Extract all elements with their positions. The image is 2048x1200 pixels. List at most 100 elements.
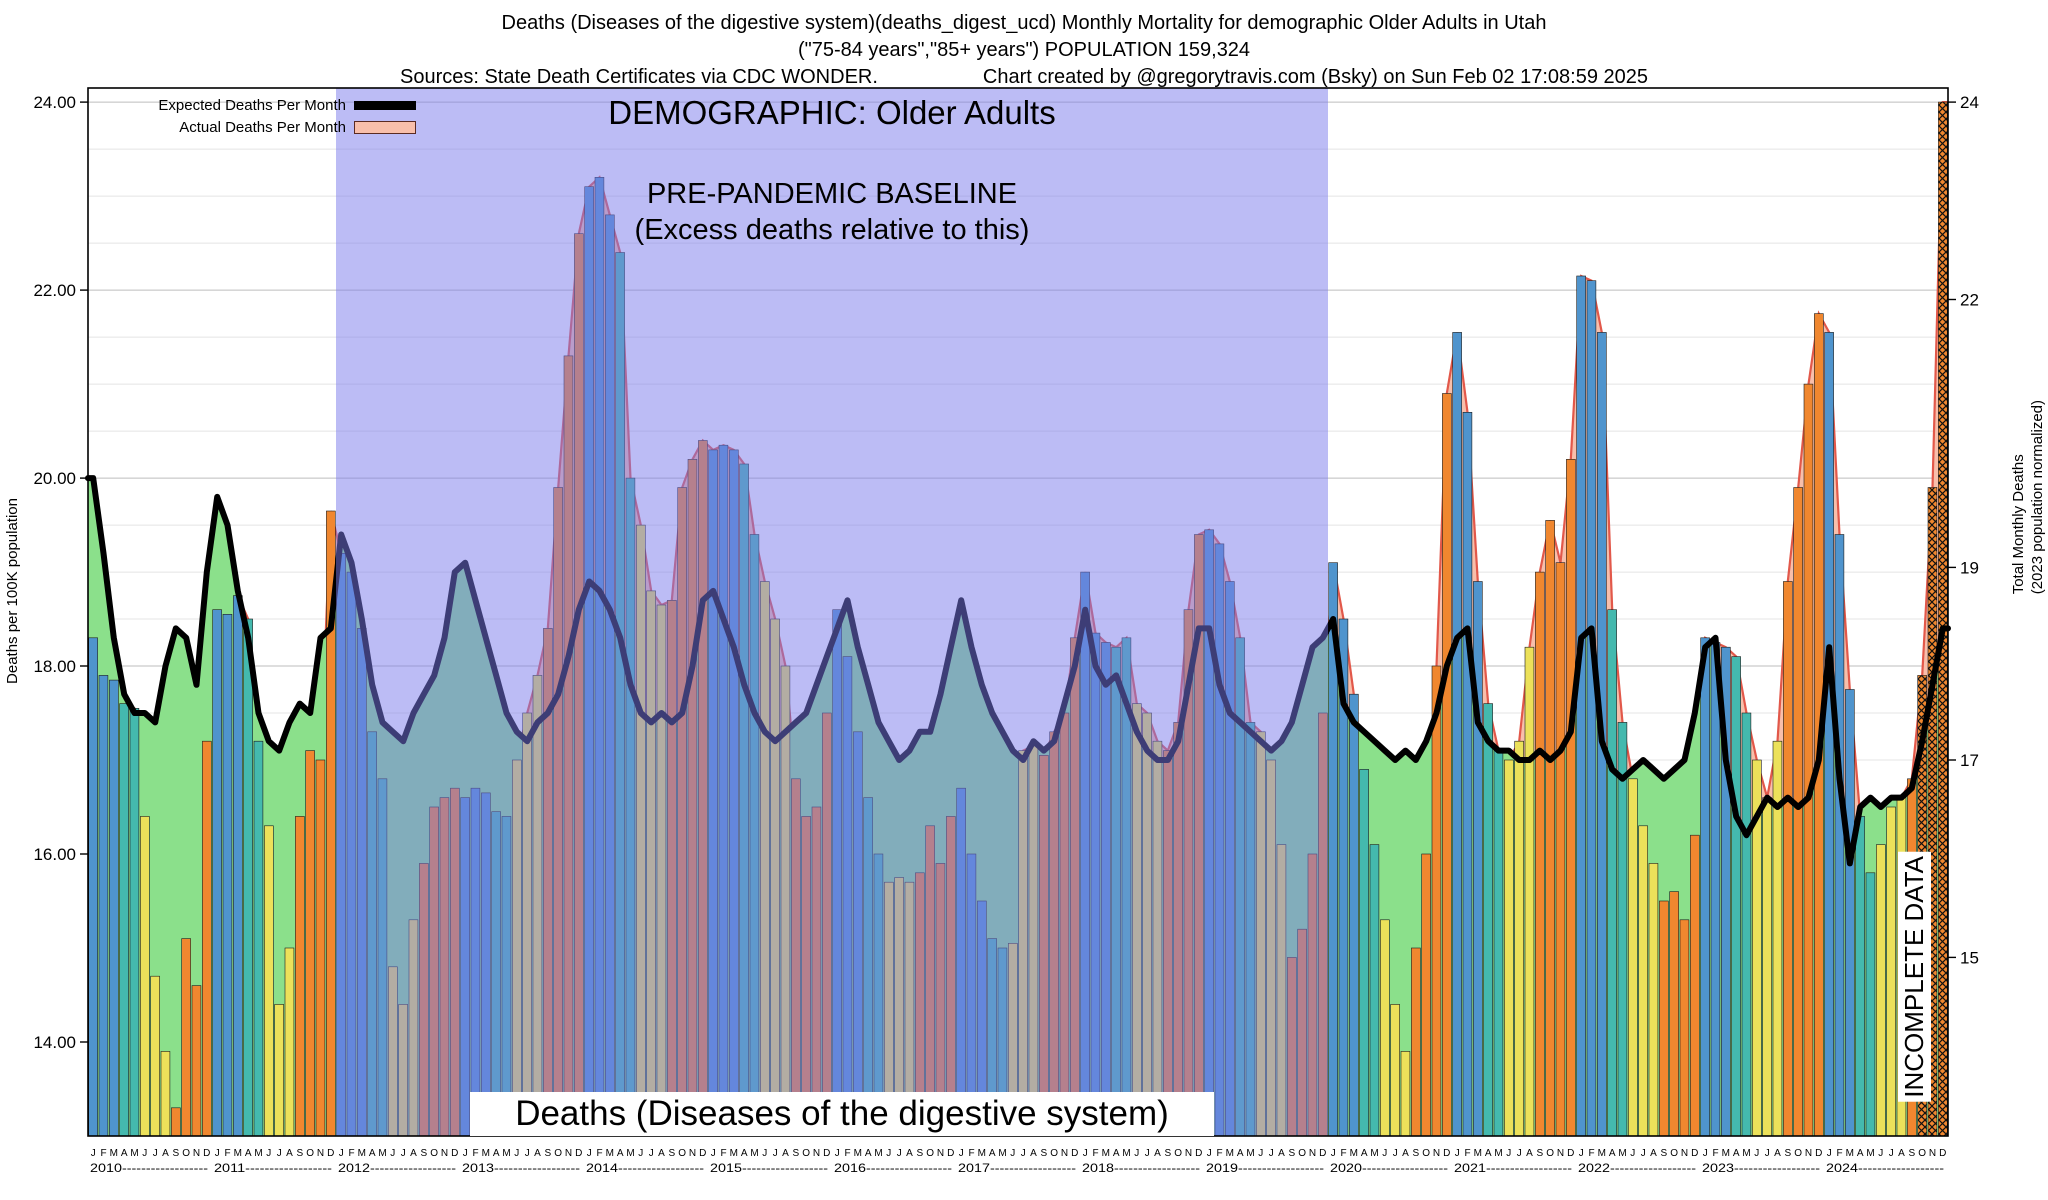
svg-text:A: A: [162, 1148, 169, 1159]
svg-text:A: A: [1774, 1148, 1781, 1159]
bar: [1710, 642, 1721, 1137]
bar: [1679, 919, 1690, 1137]
bar: [1741, 712, 1752, 1137]
legend-actual-row: Actual Deaths Per Month: [104, 116, 416, 138]
bar: [1514, 740, 1524, 1137]
bar: [1793, 487, 1803, 1137]
bar: [1545, 520, 1555, 1137]
bar: [1400, 1051, 1411, 1137]
bar: [1669, 891, 1679, 1137]
svg-text:J: J: [1382, 1148, 1387, 1159]
svg-text:M: M: [1370, 1148, 1378, 1159]
bar: [274, 1004, 284, 1137]
legend-expected-row: Expected Deaths Per Month: [104, 94, 416, 116]
svg-text:F: F: [1340, 1148, 1346, 1159]
svg-text:M: M: [1846, 1148, 1854, 1159]
bar: [1390, 1004, 1400, 1137]
svg-text:O: O: [678, 1148, 686, 1159]
svg-text:A: A: [1113, 1148, 1120, 1159]
svg-text:N: N: [1061, 1148, 1068, 1159]
bar: [1483, 703, 1493, 1137]
bar: [88, 637, 98, 1137]
bar: [1628, 778, 1638, 1137]
bar: [1349, 693, 1359, 1137]
bar: [1762, 797, 1772, 1137]
svg-text:A: A: [1857, 1148, 1864, 1159]
svg-text:J: J: [587, 1148, 592, 1159]
svg-text:M: M: [1866, 1148, 1874, 1159]
bar: [171, 1107, 181, 1137]
bar: [212, 609, 222, 1137]
svg-text:M: M: [110, 1148, 118, 1159]
bar: [1834, 534, 1845, 1137]
svg-text:A: A: [493, 1148, 500, 1159]
legend: Expected Deaths Per Month Actual Deaths …: [104, 94, 416, 138]
svg-text:J: J: [153, 1148, 158, 1159]
left-tick-label: 18.00: [33, 657, 76, 676]
bar: [1473, 581, 1483, 1137]
svg-text:D: D: [1319, 1148, 1326, 1159]
left-tick-label: 22.00: [33, 281, 76, 300]
bar: [1783, 581, 1793, 1137]
bar: [295, 816, 305, 1137]
svg-text:J: J: [266, 1148, 271, 1159]
svg-text:F: F: [348, 1148, 354, 1159]
year-label: 2023------------------: [1702, 1161, 1820, 1175]
svg-text:N: N: [317, 1148, 324, 1159]
svg-text:N: N: [1185, 1148, 1192, 1159]
svg-text:J: J: [886, 1148, 891, 1159]
svg-text:O: O: [1670, 1148, 1678, 1159]
svg-text:F: F: [1092, 1148, 1098, 1159]
svg-text:J: J: [1021, 1148, 1026, 1159]
svg-text:D: D: [1691, 1148, 1698, 1159]
bar: [1617, 722, 1628, 1137]
bar: [1535, 571, 1545, 1137]
bar: [1886, 806, 1896, 1137]
svg-text:F: F: [1836, 1148, 1842, 1159]
svg-text:O: O: [1298, 1148, 1306, 1159]
svg-text:S: S: [1784, 1148, 1791, 1159]
svg-text:N: N: [441, 1148, 448, 1159]
svg-text:M: M: [1722, 1148, 1730, 1159]
svg-text:M: M: [1122, 1148, 1130, 1159]
svg-text:F: F: [596, 1148, 602, 1159]
expected-line-swatch: [354, 100, 416, 110]
svg-text:J: J: [1207, 1148, 1212, 1159]
bar: [150, 975, 160, 1137]
baseline-annotation: PRE-PANDEMIC BASELINE (Excess deaths rel…: [392, 176, 1272, 248]
svg-text:M: M: [730, 1148, 738, 1159]
svg-text:J: J: [1455, 1148, 1460, 1159]
bar: [1855, 816, 1865, 1137]
bar: [129, 707, 140, 1137]
svg-text:J: J: [1010, 1148, 1015, 1159]
svg-text:S: S: [1660, 1148, 1667, 1159]
bar: [1876, 844, 1886, 1137]
right-tick-label: 22: [1960, 291, 1979, 310]
bar: [1865, 872, 1876, 1137]
left-tick-label: 14.00: [33, 1033, 76, 1052]
bar: [1648, 863, 1659, 1137]
bar: [222, 613, 233, 1137]
svg-text:J: J: [959, 1148, 964, 1159]
legend-expected-label: Expected Deaths Per Month: [158, 96, 346, 114]
svg-text:M: M: [750, 1148, 758, 1159]
bar: [1731, 656, 1741, 1137]
svg-text:J: J: [1134, 1148, 1139, 1159]
svg-text:F: F: [1588, 1148, 1594, 1159]
svg-text:J: J: [525, 1148, 530, 1159]
bar: [160, 1051, 171, 1137]
svg-text:J: J: [1827, 1148, 1832, 1159]
svg-text:J: J: [1269, 1148, 1274, 1159]
svg-text:D: D: [1443, 1148, 1450, 1159]
bar: [181, 938, 191, 1137]
svg-text:J: J: [1506, 1148, 1511, 1159]
bar: [1607, 609, 1617, 1137]
chart-title: Deaths (Diseases of the digestive system…: [501, 12, 1547, 34]
bar: [284, 947, 295, 1137]
bar: [1824, 332, 1834, 1137]
svg-text:A: A: [1278, 1148, 1285, 1159]
svg-text:J: J: [1889, 1148, 1894, 1159]
bar: [119, 703, 129, 1137]
